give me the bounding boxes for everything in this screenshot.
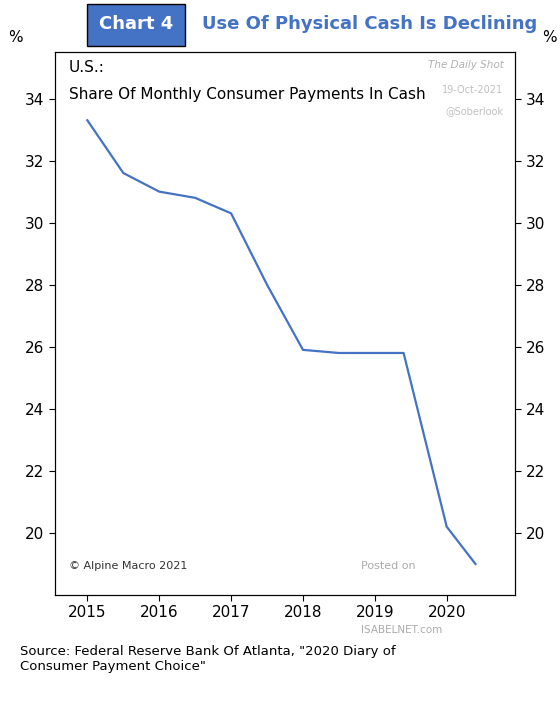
Text: @Soberlook: @Soberlook xyxy=(446,106,503,116)
Text: %: % xyxy=(8,31,23,45)
FancyBboxPatch shape xyxy=(87,4,185,46)
Text: Share Of Monthly Consumer Payments In Cash: Share Of Monthly Consumer Payments In Ca… xyxy=(69,87,426,102)
Text: 19-Oct-2021: 19-Oct-2021 xyxy=(442,84,503,94)
Text: ISABELNET.com: ISABELNET.com xyxy=(361,625,442,635)
Text: Source: Federal Reserve Bank Of Atlanta, "2020 Diary of
Consumer Payment Choice": Source: Federal Reserve Bank Of Atlanta,… xyxy=(20,645,395,673)
Text: %: % xyxy=(542,31,557,45)
Text: Use Of Physical Cash Is Declining: Use Of Physical Cash Is Declining xyxy=(202,15,537,33)
Text: Chart 4: Chart 4 xyxy=(99,15,173,33)
Text: © Alpine Macro 2021: © Alpine Macro 2021 xyxy=(69,561,187,571)
Text: The Daily Shot: The Daily Shot xyxy=(428,60,503,70)
Text: U.S.:: U.S.: xyxy=(69,60,105,75)
Text: Posted on: Posted on xyxy=(361,561,416,571)
